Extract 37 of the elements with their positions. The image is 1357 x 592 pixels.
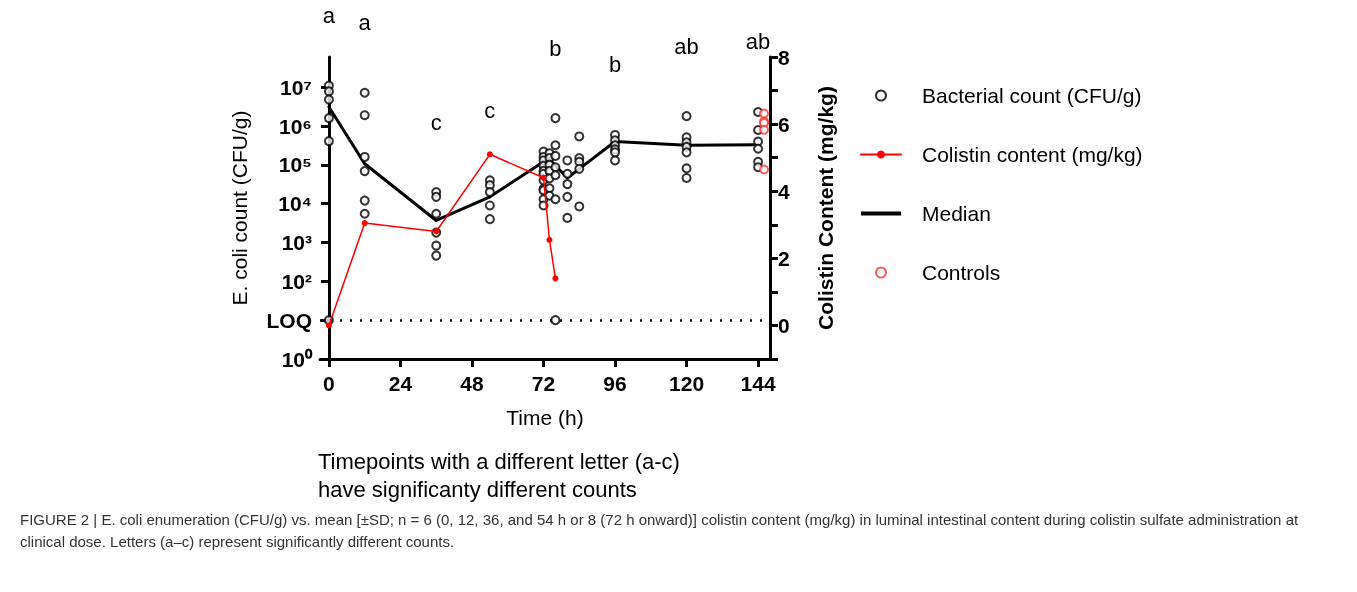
x-tick-label: 144 bbox=[740, 372, 776, 395]
annotation: ab bbox=[745, 29, 771, 55]
x-tick-label: 96 bbox=[603, 372, 627, 395]
annotation: ab bbox=[674, 33, 699, 59]
y2-tick-label: 4 bbox=[778, 179, 790, 203]
y-tick-label: 10⁵ bbox=[278, 153, 312, 177]
y-tick-label: 10⁰ bbox=[281, 347, 313, 371]
y-tick-label: 10³ bbox=[281, 231, 312, 255]
y2-tick-label: 2 bbox=[778, 246, 790, 270]
x-tick-label: 120 bbox=[669, 372, 705, 395]
y-tick-label: 10² bbox=[281, 269, 312, 293]
legend-label: Controls bbox=[922, 261, 1001, 284]
text: Timepoints with a different letter (a-c) have significanty different counts bbox=[318, 448, 680, 502]
annotation: c bbox=[430, 109, 442, 135]
annotation: b bbox=[549, 35, 562, 61]
annotation: b bbox=[608, 52, 622, 78]
annotation: a bbox=[322, 3, 336, 29]
x-tick-label: 48 bbox=[460, 372, 484, 395]
annotation: a bbox=[358, 10, 372, 36]
y-tick-label: LOQ bbox=[266, 308, 312, 332]
y2-axis-title: Colistin Content (mg/kg) bbox=[814, 86, 837, 330]
legend-label: Colistin content (mg/kg) bbox=[922, 143, 1143, 166]
annotation: c bbox=[484, 97, 496, 123]
y-axis-title: E. coli count (CFU/g) bbox=[228, 110, 251, 306]
y2-tick-label: 6 bbox=[778, 112, 790, 136]
y2-tick-label: 0 bbox=[778, 313, 790, 337]
legend-label: Bacterial count (CFU/g) bbox=[922, 84, 1142, 107]
x-tick-label: 24 bbox=[388, 372, 413, 395]
x-tick-label: 72 bbox=[531, 372, 556, 395]
y-tick-label: 10⁶ bbox=[278, 114, 312, 138]
x-tick-label: 0 bbox=[323, 372, 335, 395]
caption: FIGURE 2 | E. coli enumeration (CFU/g) vs. mean [±SD; n = 6 (0, 12, 36, and 54 h or 8 (72 h onward)] colistin content (mg/kg) in luminal intestinal content during colistin sulfate administration at clinical dose. Letters (a–c) represent significantly different counts. bbox=[20, 510, 1303, 550]
y-tick-label: 10⁴ bbox=[278, 192, 312, 216]
legend-label: Median bbox=[922, 202, 991, 225]
y2-tick-label: 8 bbox=[778, 45, 790, 69]
y-tick-label: 10⁷ bbox=[279, 75, 312, 99]
x-axis-title: Time (h) bbox=[506, 406, 584, 429]
